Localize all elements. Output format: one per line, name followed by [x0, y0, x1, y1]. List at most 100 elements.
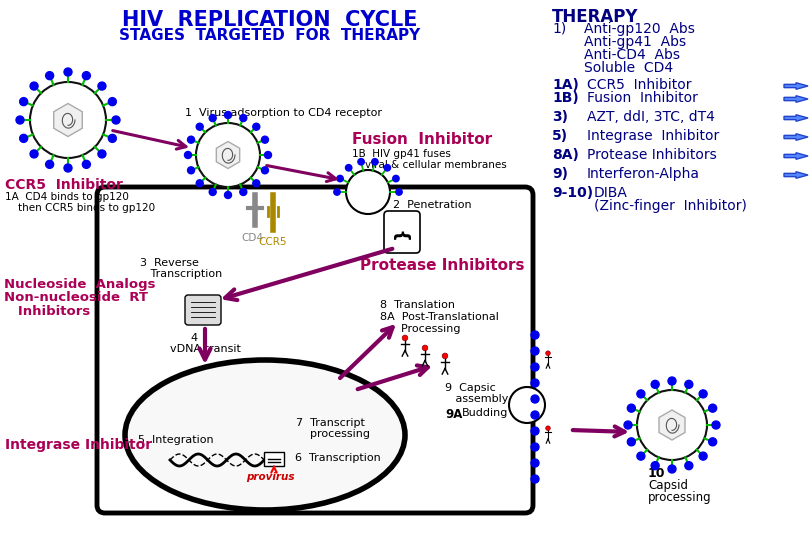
Circle shape — [30, 82, 106, 158]
Text: AZT, ddI, 3TC, dT4: AZT, ddI, 3TC, dT4 — [587, 110, 715, 124]
Text: processing: processing — [296, 429, 370, 439]
Circle shape — [64, 68, 72, 76]
Circle shape — [637, 390, 645, 398]
Text: then CCR5 binds to gp120: then CCR5 binds to gp120 — [5, 203, 156, 213]
Text: CCR5  Inhibitor: CCR5 Inhibitor — [587, 78, 692, 92]
Text: CCR5  Inhibitor: CCR5 Inhibitor — [5, 178, 123, 192]
Circle shape — [185, 152, 191, 159]
Text: Non-nucleoside  RT: Non-nucleoside RT — [4, 291, 148, 304]
Text: 5  Integration: 5 Integration — [138, 435, 214, 445]
Text: Fusion  Inhibitor: Fusion Inhibitor — [587, 91, 698, 105]
Circle shape — [372, 159, 378, 165]
Polygon shape — [784, 96, 808, 102]
Text: Soluble  CD4: Soluble CD4 — [584, 61, 673, 75]
Circle shape — [240, 188, 247, 195]
Text: Capsid: Capsid — [648, 479, 688, 492]
Circle shape — [531, 347, 539, 355]
Text: Anti-gp120  Abs: Anti-gp120 Abs — [584, 22, 695, 36]
Text: Nucleoside  Analogs: Nucleoside Analogs — [4, 278, 156, 291]
Circle shape — [109, 98, 117, 106]
Text: Integrase  Inhibitor: Integrase Inhibitor — [587, 129, 719, 143]
Ellipse shape — [125, 360, 405, 510]
Circle shape — [265, 152, 271, 159]
Circle shape — [396, 189, 403, 195]
Circle shape — [64, 164, 72, 172]
Polygon shape — [216, 141, 240, 168]
Circle shape — [668, 377, 676, 385]
Circle shape — [531, 427, 539, 435]
Circle shape — [337, 176, 343, 182]
Text: Interferon-Alpha: Interferon-Alpha — [587, 167, 700, 181]
Circle shape — [253, 180, 260, 187]
Text: 9): 9) — [552, 167, 568, 181]
Circle shape — [196, 123, 203, 130]
Circle shape — [209, 188, 216, 195]
Circle shape — [699, 390, 707, 398]
Circle shape — [628, 404, 635, 412]
Circle shape — [393, 176, 399, 182]
Text: 10: 10 — [648, 467, 666, 480]
Circle shape — [112, 116, 120, 124]
Circle shape — [358, 159, 364, 165]
Text: 8A): 8A) — [552, 148, 579, 162]
Text: assembly: assembly — [445, 394, 509, 404]
Text: provirus: provirus — [245, 472, 294, 482]
Text: STAGES  TARGETED  FOR  THERAPY: STAGES TARGETED FOR THERAPY — [119, 28, 420, 43]
Text: 1A): 1A) — [552, 78, 579, 92]
FancyBboxPatch shape — [185, 295, 221, 325]
Circle shape — [45, 72, 53, 80]
Circle shape — [624, 421, 632, 429]
Text: 3  Reverse: 3 Reverse — [140, 258, 199, 268]
Circle shape — [188, 167, 194, 174]
Circle shape — [196, 123, 260, 187]
Circle shape — [637, 452, 645, 460]
Circle shape — [531, 331, 539, 339]
Text: 1B): 1B) — [552, 91, 579, 105]
Polygon shape — [784, 153, 808, 159]
Circle shape — [628, 438, 635, 446]
FancyBboxPatch shape — [97, 187, 533, 513]
Circle shape — [531, 411, 539, 419]
Polygon shape — [659, 410, 685, 440]
Text: 7  Transcript: 7 Transcript — [296, 418, 364, 428]
Circle shape — [442, 353, 448, 359]
Circle shape — [531, 395, 539, 403]
Circle shape — [346, 170, 390, 214]
Circle shape — [30, 150, 38, 158]
Text: CD4: CD4 — [241, 233, 263, 243]
Circle shape — [531, 379, 539, 387]
Circle shape — [422, 345, 428, 350]
Text: Budding: Budding — [462, 408, 509, 418]
Circle shape — [19, 98, 28, 106]
Circle shape — [546, 426, 550, 430]
Circle shape — [346, 165, 352, 171]
Circle shape — [45, 160, 53, 168]
Circle shape — [98, 82, 106, 90]
Text: 9A: 9A — [445, 408, 463, 421]
Polygon shape — [784, 172, 808, 178]
Text: 1  Virus adsorption to CD4 receptor: 1 Virus adsorption to CD4 receptor — [185, 108, 382, 118]
Polygon shape — [784, 134, 808, 140]
Text: 8  Translation: 8 Translation — [380, 300, 455, 310]
Circle shape — [384, 165, 390, 171]
Circle shape — [546, 351, 550, 355]
Text: 1B  HIV gp41 fuses: 1B HIV gp41 fuses — [352, 149, 451, 159]
Text: Anti-CD4  Abs: Anti-CD4 Abs — [584, 48, 680, 62]
Circle shape — [509, 387, 545, 423]
Text: 9-10): 9-10) — [552, 186, 593, 200]
FancyBboxPatch shape — [384, 211, 420, 253]
Text: 4: 4 — [190, 333, 197, 343]
Text: 8A  Post-Translational: 8A Post-Translational — [380, 312, 499, 322]
Circle shape — [224, 192, 232, 199]
Circle shape — [83, 160, 91, 168]
Polygon shape — [784, 114, 808, 122]
Text: Anti-gp41  Abs: Anti-gp41 Abs — [584, 35, 686, 49]
Circle shape — [224, 111, 232, 118]
Circle shape — [196, 180, 203, 187]
Circle shape — [262, 167, 268, 174]
Text: CCR5: CCR5 — [258, 237, 288, 247]
Circle shape — [16, 116, 24, 124]
Circle shape — [684, 380, 693, 388]
Text: Protease Inhibitors: Protease Inhibitors — [360, 258, 525, 273]
Circle shape — [699, 452, 707, 460]
